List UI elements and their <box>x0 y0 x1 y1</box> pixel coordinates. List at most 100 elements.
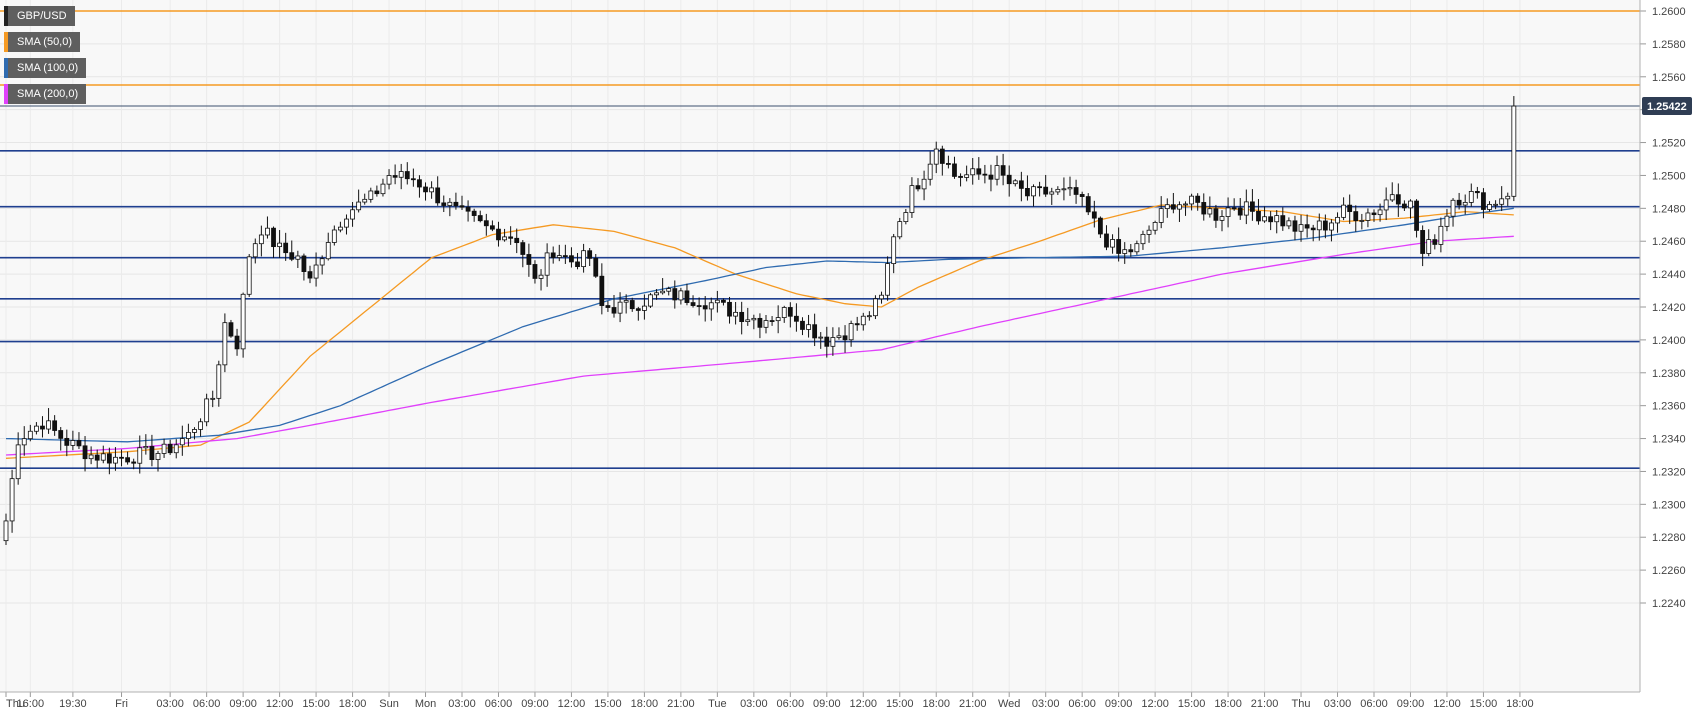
candle-down <box>496 229 500 240</box>
candle-up <box>873 299 877 316</box>
candle-up <box>709 303 713 309</box>
candle-down <box>527 254 531 264</box>
candle-down <box>1475 191 1479 192</box>
candle-up <box>223 323 227 365</box>
candle-up <box>186 432 190 438</box>
candle-down <box>235 336 239 349</box>
x-tick-label: 21:00 <box>959 698 987 710</box>
x-tick-label: Fri <box>115 698 128 710</box>
candle-up <box>1135 244 1139 252</box>
candle-down <box>1256 211 1260 221</box>
x-tick-label: 18:00 <box>339 698 367 710</box>
legend-item-sma50[interactable]: SMA (50,0) <box>4 32 80 52</box>
candle-up <box>1494 204 1498 205</box>
candle-up <box>357 202 361 210</box>
candle-down <box>229 323 233 336</box>
legend-item-sma100[interactable]: SMA (100,0) <box>4 58 86 78</box>
candle-down <box>77 441 81 446</box>
candle-down <box>800 321 804 329</box>
candle-up <box>314 265 318 278</box>
y-tick-label: 1.2460 <box>1652 236 1686 248</box>
candle-up <box>144 446 148 447</box>
candle-up <box>1244 202 1248 215</box>
candle-up <box>351 210 355 219</box>
candle-down <box>630 300 634 308</box>
x-tick-label: Tue <box>708 698 727 710</box>
x-tick-label: 15:00 <box>1178 698 1206 710</box>
candle-up <box>192 429 196 432</box>
candle-up <box>752 318 756 319</box>
candle-up <box>241 294 245 349</box>
candle-up <box>807 325 811 330</box>
candle-down <box>290 253 294 260</box>
candle-down <box>1086 197 1090 212</box>
candle-up <box>1384 200 1388 210</box>
candle-up <box>1190 196 1194 204</box>
candle-down <box>691 303 695 306</box>
y-tick-label: 1.2480 <box>1652 203 1686 215</box>
x-tick-label: 12:00 <box>1141 698 1169 710</box>
legend-item-sma200[interactable]: SMA (200,0) <box>4 84 86 104</box>
candle-up <box>138 448 142 463</box>
candle-down <box>989 175 993 179</box>
candle-down <box>721 300 725 302</box>
candle-up <box>387 176 391 185</box>
candle-down <box>132 462 136 463</box>
legend-item-price[interactable]: GBP/USD <box>4 6 75 26</box>
candle-up <box>399 172 403 178</box>
y-tick-label: 1.2600 <box>1652 6 1686 18</box>
legend: GBP/USD SMA (50,0) SMA (100,0) SMA (200,… <box>4 6 86 110</box>
candle-up <box>819 337 823 338</box>
candle-down <box>1232 208 1236 209</box>
candle-up <box>363 199 367 202</box>
candle-up <box>880 295 884 299</box>
x-tick-label: 06:00 <box>1068 698 1096 710</box>
candle-up <box>934 149 938 164</box>
candle-up <box>1050 192 1054 194</box>
candle-down <box>1117 239 1121 253</box>
candle-down <box>1001 166 1005 176</box>
x-tick-label: 09:00 <box>1397 698 1425 710</box>
candle-down <box>302 256 306 272</box>
candle-up <box>1342 205 1346 217</box>
candle-down <box>442 203 446 206</box>
candle-down <box>1348 205 1352 211</box>
x-tick-label: Thu <box>1292 698 1311 710</box>
candle-up <box>557 256 561 258</box>
candle-up <box>1275 216 1279 222</box>
candle-down <box>588 251 592 259</box>
candle-down <box>813 325 817 338</box>
candle-up <box>618 302 622 313</box>
x-tick-label: 19:30 <box>59 698 87 710</box>
candle-up <box>247 257 251 294</box>
x-tick-label: 12:00 <box>266 698 294 710</box>
candle-up <box>211 398 215 399</box>
candle-down <box>703 306 707 309</box>
candle-down <box>1038 187 1042 188</box>
candle-up <box>1177 205 1181 209</box>
y-tick-label: 1.2340 <box>1652 434 1686 446</box>
candle-up <box>1378 210 1382 215</box>
legend-label: GBP/USD <box>17 10 67 22</box>
candle-up <box>1329 223 1333 230</box>
candle-up <box>1208 209 1212 214</box>
candle-down <box>606 306 610 308</box>
x-tick-label: 03:00 <box>448 698 476 710</box>
candle-down <box>1421 230 1425 253</box>
candle-up <box>1408 201 1412 208</box>
x-tick-label: 18:00 <box>631 698 659 710</box>
candle-up <box>199 422 203 430</box>
candle-down <box>1104 234 1108 247</box>
x-tick-label: 12:00 <box>1433 698 1461 710</box>
candle-down <box>405 172 409 179</box>
candle-up <box>539 275 543 278</box>
candle-down <box>1269 217 1273 222</box>
candle-up <box>1111 239 1115 247</box>
x-tick-label: 09:00 <box>521 698 549 710</box>
candle-up <box>642 306 646 310</box>
y-tick-label: 1.2580 <box>1652 39 1686 51</box>
candle-up <box>910 186 914 213</box>
x-tick-label: 03:00 <box>740 698 768 710</box>
x-tick-label: 12:00 <box>850 698 878 710</box>
last-price-label: 1.25422 <box>1647 101 1687 113</box>
